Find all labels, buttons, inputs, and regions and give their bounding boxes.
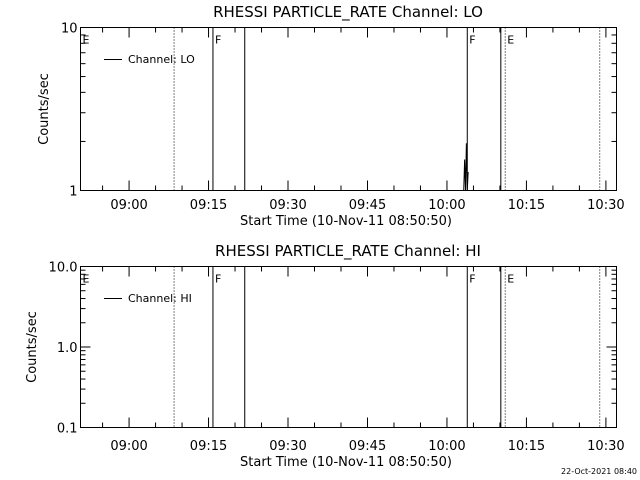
- legend-label-lo: Channel: LO: [128, 53, 195, 66]
- event-marker-label-lo-4: F: [469, 34, 475, 47]
- x-tick-label-lo: 09:30: [269, 198, 306, 213]
- event-marker-label-lo-6: E: [507, 34, 514, 47]
- x-tick-label-lo: 09:15: [190, 198, 227, 213]
- x-tick-label-hi: 09:00: [110, 439, 147, 454]
- event-marker-label-lo-0: E: [83, 34, 90, 47]
- x-tick-label-hi: 10:15: [508, 439, 545, 454]
- y-axis-label-lo: Counts/sec: [37, 73, 52, 145]
- y-tick-label-hi: 0.1: [57, 422, 78, 437]
- event-marker-label-hi-4: F: [469, 273, 475, 286]
- x-ticks-hi: 09:00 09:15 09:30 09:45 10:00 10:15 10:30: [102, 266, 625, 454]
- x-tick-label-lo: 09:45: [349, 198, 386, 213]
- event-marker-label-hi-0: E: [83, 273, 90, 286]
- y-tick-label-hi: 10.0: [49, 261, 78, 276]
- plot-frame-lo: [80, 27, 617, 191]
- chart-title-hi: RHESSI PARTICLE_RATE Channel: HI: [215, 242, 481, 261]
- footer-timestamp: 22-Oct-2021 08:40: [561, 467, 637, 476]
- series-group-lo: [463, 143, 469, 191]
- x-tick-label-hi: 10:00: [428, 439, 465, 454]
- x-tick-label-lo: 10:15: [508, 198, 545, 213]
- x-axis-label-lo: Start Time (10-Nov-11 08:50:50): [240, 214, 452, 229]
- chart-panel-hi: RHESSI PARTICLE_RATE Channel: HI E F F E 0.…: [25, 242, 625, 470]
- y-tick-label-hi: 1.0: [57, 341, 78, 356]
- legend-label-hi: Channel: HI: [128, 292, 192, 305]
- x-axis-label-hi: Start Time (10-Nov-11 08:50:50): [240, 455, 452, 470]
- x-tick-label-hi: 10:30: [587, 439, 624, 454]
- x-tick-label-lo: 09:00: [110, 198, 147, 213]
- series-line-lo-0: [463, 143, 469, 191]
- x-tick-label-hi: 09:15: [190, 439, 227, 454]
- y-axis-label-hi: Counts/sec: [25, 311, 40, 383]
- y-ticks-lo: 1 10: [61, 22, 617, 200]
- x-tick-label-lo: 10:30: [587, 198, 624, 213]
- chart-title-lo: RHESSI PARTICLE_RATE Channel: LO: [213, 3, 483, 22]
- plot-frame-hi: [80, 266, 617, 428]
- event-marker-label-lo-2: F: [215, 34, 221, 47]
- event-marker-label-hi-6: E: [507, 273, 514, 286]
- y-tick-label-lo: 1: [69, 185, 77, 200]
- x-ticks-lo: 09:00 09:15 09:30 09:45 10:00 10:15 10:30: [102, 27, 625, 213]
- event-marker-label-hi-2: F: [215, 273, 221, 286]
- x-tick-label-lo: 10:00: [428, 198, 465, 213]
- y-tick-label-lo: 10: [61, 22, 78, 37]
- x-tick-label-hi: 09:30: [269, 439, 306, 454]
- y-ticks-hi: 0.1 1.0 10.0: [49, 261, 617, 437]
- x-tick-label-hi: 09:45: [349, 439, 386, 454]
